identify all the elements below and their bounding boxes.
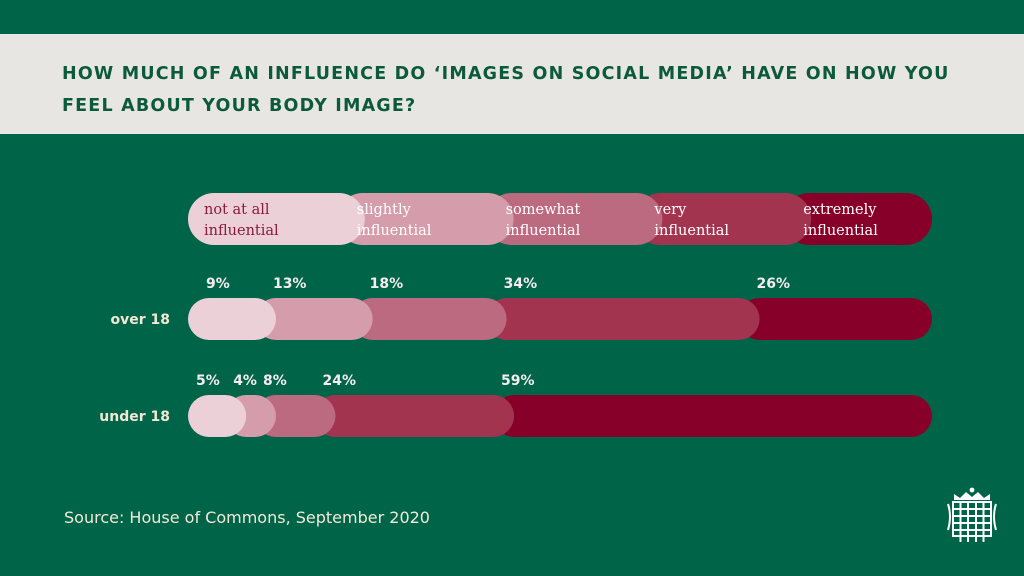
legend-label-4-1: influential (803, 223, 878, 239)
bar-segment-0-1 (254, 298, 373, 340)
title-band (0, 34, 1024, 134)
legend-swatch-2 (485, 193, 663, 245)
legend-label-2-0: somewhat (506, 202, 581, 218)
legend-label-4-0: extremely (803, 202, 877, 218)
value-label-1-1: 4% (233, 373, 257, 389)
source-note: Source: House of Commons, September 2020 (64, 508, 430, 527)
legend-swatch-0 (188, 193, 365, 245)
value-label-1-0: 5% (196, 373, 220, 389)
row-label-1: under 18 (99, 409, 170, 425)
value-label-1-2: 8% (263, 373, 287, 389)
bar-segment-1-3 (314, 395, 515, 437)
chart-title: HOW MUCH OF AN INFLUENCE DO ‘IMAGES ON S… (62, 64, 950, 116)
value-label-0-3: 34% (504, 276, 538, 292)
value-label-1-3: 24% (322, 373, 356, 389)
legend-label-1-0: slightly (357, 202, 412, 218)
bar-segment-0-4 (738, 298, 932, 340)
bar-segment-0-2 (351, 298, 507, 340)
legend-label-3-0: very (653, 202, 687, 218)
legend-label-3-1: influential (654, 223, 729, 239)
bar-segment-1-0 (188, 395, 247, 437)
bar-segment-1-4 (493, 395, 932, 437)
portcullis-icon (947, 487, 997, 542)
row-label-0: over 18 (111, 312, 171, 328)
value-label-0-2: 18% (370, 276, 404, 292)
bar-segment-0-0 (188, 298, 276, 340)
legend-swatch-3 (634, 193, 812, 245)
legend-label-1-1: influential (357, 223, 432, 239)
bar-segment-1-2 (254, 395, 336, 437)
legend-swatch-4 (783, 193, 932, 245)
legend-label-0-1: influential (204, 223, 279, 239)
legend-swatch-1 (336, 193, 514, 245)
value-label-0-0: 9% (206, 276, 230, 292)
legend-label-0-0: not at all (204, 202, 270, 218)
value-label-1-4: 59% (501, 373, 535, 389)
legend-label-2-1: influential (506, 223, 581, 239)
bar-segment-0-3 (485, 298, 760, 340)
value-label-0-4: 26% (757, 276, 791, 292)
value-label-0-1: 13% (273, 276, 307, 292)
